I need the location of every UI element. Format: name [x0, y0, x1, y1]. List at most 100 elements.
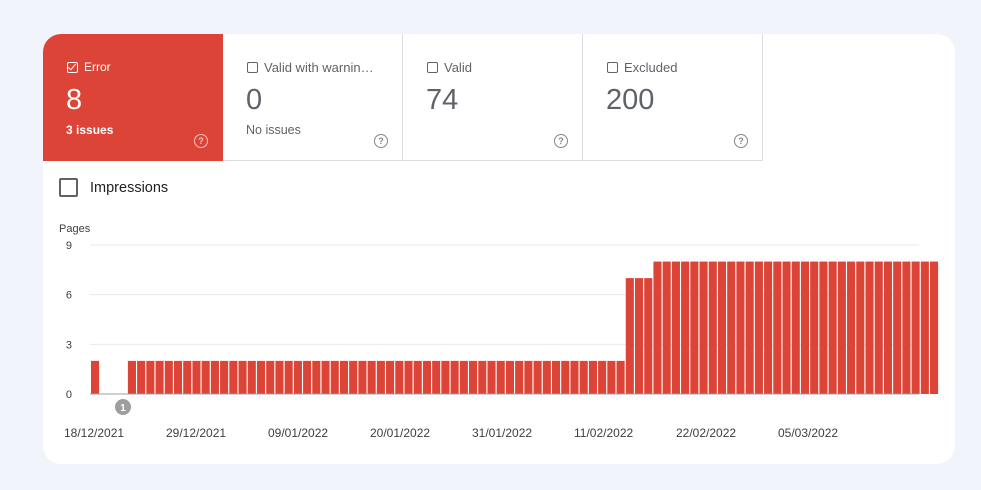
- bar: [616, 360, 625, 394]
- bar: [856, 261, 865, 394]
- tile-warnings-sub: No issues: [246, 123, 301, 137]
- bar: [413, 360, 422, 394]
- bar: [902, 261, 911, 394]
- impressions-toggle[interactable]: Impressions: [59, 178, 168, 197]
- status-tiles: Error 8 3 issues ? Valid with warnin… 0 …: [43, 34, 763, 162]
- tile-valid[interactable]: Valid 74 ?: [403, 34, 583, 161]
- bar: [764, 261, 773, 394]
- bar: [321, 360, 330, 394]
- bar: [736, 261, 745, 394]
- bar: [367, 360, 376, 394]
- bar: [745, 261, 754, 394]
- bar: [164, 360, 173, 394]
- bar: [524, 360, 533, 394]
- bar: [303, 360, 312, 394]
- x-tick-label: 11/02/2022: [574, 426, 633, 440]
- x-tick-label: 18/12/2021: [64, 426, 124, 440]
- bar: [773, 261, 782, 394]
- annotation-label: 1: [120, 403, 126, 414]
- x-tick-label: 05/03/2022: [778, 426, 838, 440]
- bar: [358, 360, 367, 394]
- checkbox-icon[interactable]: [427, 62, 438, 73]
- tile-warnings-count: 0: [246, 84, 263, 116]
- bar: [127, 360, 136, 394]
- bar: [505, 360, 514, 394]
- bar: [386, 360, 395, 394]
- bar: [579, 360, 588, 394]
- bar: [800, 261, 810, 394]
- bar: [469, 360, 478, 394]
- bar: [478, 360, 487, 394]
- bar: [275, 360, 284, 394]
- x-tick-label: 09/01/2022: [268, 426, 328, 440]
- bar: [607, 360, 616, 394]
- index-coverage-card: Error 8 3 issues ? Valid with warnin… 0 …: [43, 34, 955, 464]
- help-icon[interactable]: ?: [554, 134, 568, 148]
- bar: [893, 261, 902, 394]
- bar: [266, 360, 275, 394]
- tile-error-sub: 3 issues: [66, 123, 114, 137]
- tile-error[interactable]: Error 8 3 issues ?: [43, 34, 223, 161]
- bar: [552, 360, 561, 394]
- bar: [422, 360, 432, 394]
- checkbox-icon[interactable]: [59, 178, 78, 197]
- bar: [810, 261, 819, 394]
- bar: [349, 360, 358, 394]
- help-icon[interactable]: ?: [734, 134, 748, 148]
- bar: [229, 360, 238, 394]
- annotation-marker: [115, 399, 131, 415]
- tile-excluded-count: 200: [606, 84, 655, 116]
- impressions-label: Impressions: [90, 179, 169, 196]
- bar: [91, 360, 100, 394]
- x-tick-label: 31/01/2022: [472, 426, 532, 440]
- help-icon[interactable]: ?: [374, 134, 388, 148]
- bar: [339, 360, 349, 394]
- bar: [690, 261, 699, 394]
- bar: [284, 360, 293, 394]
- bar: [625, 278, 634, 394]
- y-tick-label: 0: [66, 389, 72, 401]
- x-tick-label: 29/12/2021: [166, 426, 226, 440]
- checkbox-checked-icon[interactable]: [67, 61, 78, 73]
- bar: [515, 360, 524, 394]
- bar: [192, 360, 201, 394]
- bar: [441, 360, 450, 394]
- tile-valid-with-warnings[interactable]: Valid with warnin… 0 No issues ?: [223, 34, 403, 161]
- bar: [662, 261, 671, 394]
- tile-excluded[interactable]: Excluded 200 ?: [583, 34, 763, 161]
- bar: [220, 360, 229, 394]
- bar: [183, 360, 192, 394]
- bar: [542, 360, 551, 394]
- bar: [137, 360, 146, 394]
- bar: [201, 360, 210, 394]
- pages-bar-chart: Pages 0 3 6 9 1 18/12/2021 29/12/2021 09/01/2022…: [59, 223, 939, 440]
- bar: [598, 360, 607, 394]
- bar: [634, 278, 644, 394]
- bar: [653, 261, 662, 394]
- bar: [708, 261, 717, 394]
- bar: [487, 360, 496, 394]
- bar: [865, 261, 874, 394]
- bar: [238, 360, 247, 394]
- bar: [496, 360, 505, 394]
- x-tick-label: 20/01/2022: [370, 426, 430, 440]
- bar: [911, 261, 920, 394]
- bar: [404, 360, 413, 394]
- bar: [293, 360, 302, 394]
- bar: [330, 360, 339, 394]
- bar: [819, 261, 828, 394]
- checkbox-icon[interactable]: [247, 62, 258, 73]
- bar: [247, 360, 256, 394]
- bar: [432, 360, 441, 394]
- y-tick-label: 6: [66, 290, 72, 302]
- bar: [155, 360, 164, 394]
- x-tick-label: 22/02/2022: [676, 426, 736, 440]
- bar: [883, 261, 893, 394]
- bar: [210, 360, 219, 394]
- bar: [717, 261, 727, 394]
- bar: [533, 360, 542, 394]
- y-tick-label: 3: [66, 339, 72, 351]
- help-icon[interactable]: ?: [194, 134, 208, 148]
- checkbox-icon[interactable]: [607, 62, 618, 73]
- bar: [754, 261, 763, 394]
